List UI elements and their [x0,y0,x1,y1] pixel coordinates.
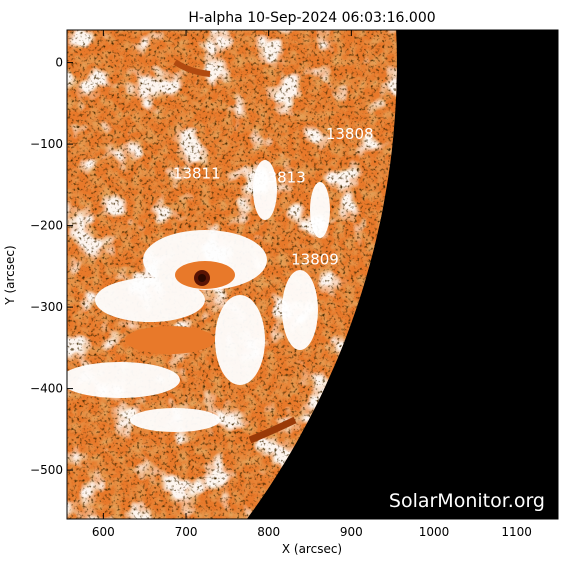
x-tick-label: 600 [92,525,115,539]
sunspot-umbra [198,274,206,282]
active-region-label: 13813 [258,168,306,186]
x-tick-label: 1100 [501,525,532,539]
active-region-labels: 13808 13811 13813 13809 [173,125,374,269]
watermark: SolarMonitor.org [389,490,545,512]
figure-title: H-alpha 10-Sep-2024 06:03:16.000 [188,10,435,26]
solar-disk [67,30,397,519]
x-tick-label: 800 [257,525,280,539]
y-tick-label: −200 [30,219,63,233]
x-tick-label: 1000 [419,525,450,539]
active-region-label: 13809 [291,251,339,269]
y-tick-label: −100 [30,137,63,151]
active-region-label: 13808 [326,125,374,143]
filament-south [248,416,297,444]
y-tick-label: 0 [55,56,63,70]
y-tick-label: −400 [30,382,63,396]
x-tick-label: 900 [340,525,363,539]
active-region-label: 13811 [173,164,221,182]
y-tick-label: −300 [30,300,63,314]
plot-frame [66,29,559,520]
filament-north [173,59,211,77]
x-axis-ticks: 600 700 800 900 1000 1100 [92,30,532,539]
y-tick-label: −500 [30,463,63,477]
y-axis-ticks: 0 −100 −200 −300 −400 −500 [30,56,558,477]
y-axis-label: Y (arcsec) [3,245,17,305]
image-panel: 13808 13811 13813 13809 SolarMonitor.org [67,30,558,519]
x-tick-label: 700 [175,525,198,539]
plage-bright-areas [67,160,330,432]
x-axis-label: X (arcsec) [282,542,342,556]
